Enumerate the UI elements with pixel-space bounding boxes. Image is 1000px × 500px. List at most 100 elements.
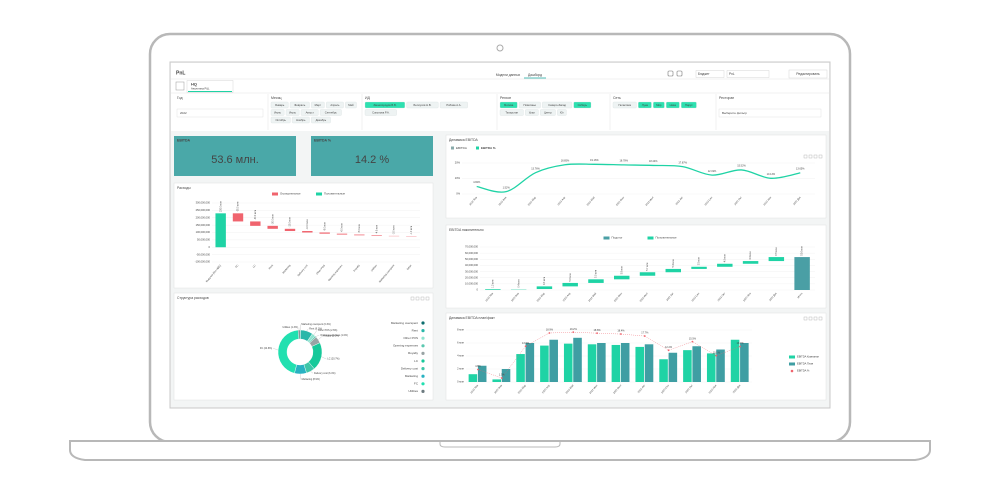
filter-chip[interactable] bbox=[518, 101, 541, 109]
bar bbox=[536, 286, 553, 290]
filter-chip[interactable] bbox=[289, 101, 310, 109]
bar bbox=[639, 272, 656, 276]
panel-tool-icon[interactable] bbox=[813, 154, 818, 159]
filter-chip-label: Юг bbox=[560, 110, 564, 114]
legend-swatch bbox=[603, 236, 610, 240]
filter-chip[interactable] bbox=[540, 109, 556, 116]
x-tick-label: FC bbox=[235, 264, 240, 269]
chart-title: Структура расходов bbox=[177, 296, 209, 300]
filter-chip[interactable] bbox=[285, 109, 300, 116]
panel-tool-icon[interactable] bbox=[818, 316, 823, 321]
filter-chip[interactable] bbox=[270, 116, 291, 124]
filter-chip[interactable] bbox=[557, 109, 567, 116]
y-tick-label: 50,000,000 bbox=[197, 238, 211, 242]
filter-chip[interactable] bbox=[326, 101, 344, 109]
legend-toggle[interactable]: EBITDA % bbox=[481, 146, 496, 150]
filter-chip-label: Мир bbox=[656, 103, 662, 107]
bar bbox=[740, 343, 749, 382]
filter-chip[interactable] bbox=[364, 101, 405, 109]
filter-chip[interactable] bbox=[439, 101, 468, 109]
filter-label: Месяц bbox=[271, 96, 282, 100]
legend-dot bbox=[421, 359, 425, 363]
panel-tool-icon[interactable] bbox=[808, 154, 813, 159]
line-series bbox=[477, 331, 741, 379]
filter-chip[interactable] bbox=[542, 101, 573, 109]
x-tick-label: 2022 Сен bbox=[691, 292, 701, 303]
kpi-value: 14.2 % bbox=[355, 154, 389, 166]
filter-chip[interactable] bbox=[499, 109, 524, 116]
filter-chip[interactable] bbox=[300, 109, 319, 116]
panel-tool-icon[interactable] bbox=[425, 296, 430, 301]
edit-button[interactable] bbox=[788, 69, 828, 79]
leader-line bbox=[315, 335, 320, 337]
x-tick-label: 2022 Июл bbox=[645, 196, 655, 207]
panel-tool-icon[interactable] bbox=[818, 154, 823, 159]
value-label: 18.78% bbox=[620, 160, 629, 163]
panel-tool-icon[interactable] bbox=[420, 296, 425, 301]
x-tick-label: 2022 Ноя bbox=[763, 196, 773, 207]
nav-tab[interactable]: Дашборд bbox=[528, 73, 542, 77]
filter-chip[interactable] bbox=[638, 101, 652, 109]
x-tick-label: 2022 Янв bbox=[485, 292, 495, 303]
value-label: 13.7% bbox=[737, 342, 745, 345]
legend-toggle[interactable]: EBITDA bbox=[456, 146, 467, 150]
filter-chip[interactable] bbox=[345, 101, 357, 109]
toolbar-icon[interactable] bbox=[676, 70, 683, 77]
x-tick-label: Other POS bbox=[316, 264, 326, 276]
filter-chip[interactable] bbox=[666, 101, 680, 109]
x-tick-label: Rent bbox=[268, 264, 274, 270]
filter-chip[interactable] bbox=[311, 116, 331, 124]
filter-chip[interactable] bbox=[681, 101, 697, 109]
value-label: 18.44% bbox=[649, 160, 658, 163]
filter-chip[interactable] bbox=[406, 101, 439, 109]
y-tick-label: 0 млн bbox=[457, 380, 464, 384]
laptop-base bbox=[69, 440, 931, 461]
select-box[interactable] bbox=[695, 70, 725, 78]
filter-chip-label: Галактика bbox=[618, 103, 631, 107]
filter-chip-label: Москва bbox=[504, 103, 514, 107]
filter-chip-label: Рябова А.А. bbox=[446, 103, 461, 107]
y-tick-label: 200,000,000 bbox=[196, 215, 211, 219]
x-tick-label: Delivery cost bbox=[297, 264, 309, 277]
add-tab-button[interactable] bbox=[175, 81, 185, 91]
panel-tool-icon[interactable] bbox=[803, 154, 808, 159]
value-label: 18.85% bbox=[561, 159, 570, 162]
panel-tool-icon[interactable] bbox=[808, 316, 813, 321]
filter-input[interactable] bbox=[176, 108, 264, 118]
filter-chip[interactable] bbox=[653, 101, 665, 109]
filter-chip[interactable] bbox=[291, 116, 310, 124]
filter-chip[interactable] bbox=[364, 109, 397, 116]
filter-chip[interactable] bbox=[319, 109, 342, 116]
panel-tool-icon[interactable] bbox=[813, 316, 818, 321]
value-label: -8.0 млн bbox=[324, 221, 326, 231]
filter-chip[interactable] bbox=[573, 101, 592, 109]
x-tick-label: 2022 Июн bbox=[615, 196, 625, 207]
legend-label: Opening expenses bbox=[393, 344, 419, 348]
sheet-tab[interactable] bbox=[186, 80, 234, 93]
toolbar-icon[interactable] bbox=[667, 70, 674, 77]
filter-chip[interactable] bbox=[270, 101, 289, 109]
x-tick-label: 2022 Июн bbox=[589, 384, 599, 395]
panel-tool-icon[interactable] bbox=[410, 296, 415, 301]
kpi-title: EBITDA % bbox=[314, 138, 332, 142]
value-label: 19.2% bbox=[570, 328, 578, 331]
filter-chip[interactable] bbox=[525, 109, 539, 116]
filter-chip[interactable] bbox=[270, 109, 285, 116]
legend-dot bbox=[421, 374, 425, 378]
value-label: -10.0 млн bbox=[307, 219, 309, 230]
legend-dot bbox=[421, 321, 425, 325]
x-tick-label: Other bbox=[406, 264, 412, 271]
select-box[interactable] bbox=[726, 70, 770, 78]
filter-chip[interactable] bbox=[612, 101, 637, 109]
slice-label: Utilities (1.3%) bbox=[282, 326, 298, 329]
panel-tool-icon[interactable] bbox=[803, 316, 808, 321]
panel-tool-icon[interactable] bbox=[415, 296, 420, 301]
filter-chip[interactable] bbox=[499, 101, 518, 109]
nav-tab[interactable]: Модели данных bbox=[496, 73, 521, 77]
filter-chip[interactable] bbox=[311, 101, 325, 109]
bar bbox=[562, 282, 578, 287]
filter-input[interactable] bbox=[718, 108, 822, 118]
slice-label: Royalty (5.0%) bbox=[323, 335, 339, 338]
legend-dot bbox=[421, 367, 425, 371]
x-tick-label: Итого bbox=[797, 292, 804, 299]
